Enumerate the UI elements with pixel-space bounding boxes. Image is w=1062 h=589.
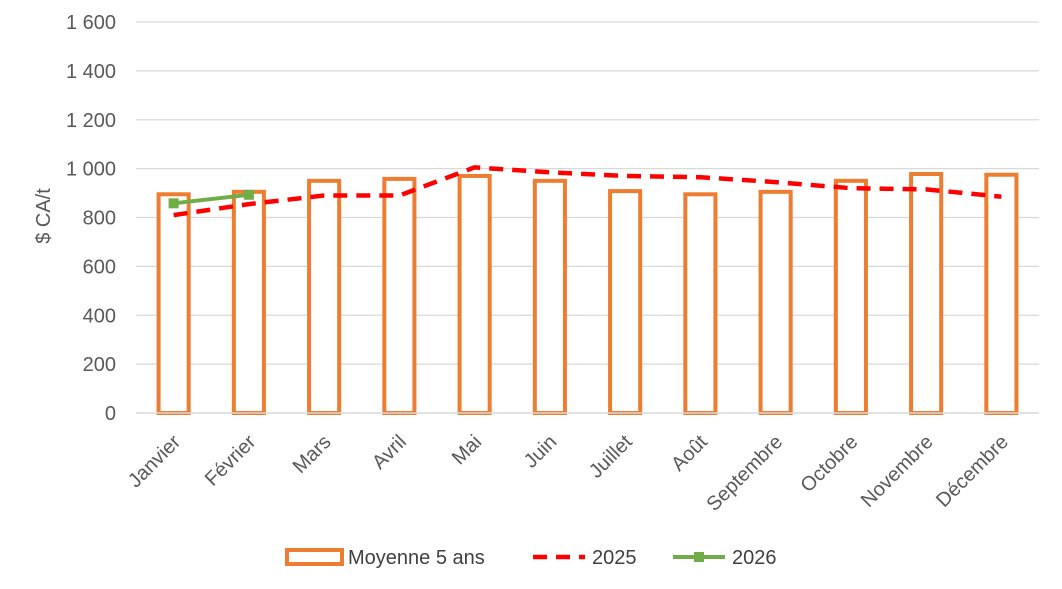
x-tick-label: Mai: [448, 431, 486, 469]
legend-swatch-marker: [694, 552, 704, 562]
bar-moyenne-5-ans: [608, 189, 643, 415]
bar-series: [156, 172, 1019, 415]
legend-label: Moyenne 5 ans: [348, 547, 485, 569]
bar-moyenne-5-ans: [532, 178, 567, 415]
x-tick-label: Février: [201, 431, 261, 491]
x-tick-label: Octobre: [797, 431, 863, 497]
x-tick-label: Novembre: [857, 431, 938, 512]
y-tick-label: 0: [105, 403, 116, 425]
gridlines: [136, 21, 1039, 365]
x-tick-label: Juillet: [585, 431, 637, 483]
bar-moyenne-5-ans: [683, 192, 718, 415]
y-tick-label: 200: [83, 354, 116, 376]
bar-moyenne-5-ans: [833, 178, 868, 415]
bar-moyenne-5-ans: [758, 189, 793, 415]
x-tick-label: Juin: [520, 431, 562, 473]
x-tick-label: Décembre: [932, 431, 1013, 512]
y-tick-label: 600: [83, 256, 116, 278]
bar-moyenne-5-ans: [457, 173, 492, 415]
bar-moyenne-5-ans: [382, 176, 417, 415]
bar-moyenne-5-ans: [909, 172, 944, 415]
y-tick-label: 800: [83, 208, 116, 230]
y-axis-title: $ CA/t: [33, 188, 55, 244]
bar-moyenne-5-ans: [156, 192, 191, 415]
y-axis-ticks: 0 200 400 600 800 1 000 1 200 1 400 1 600: [66, 12, 116, 425]
line-point-2026: [243, 189, 254, 200]
line-series-2026: [173, 192, 250, 206]
y-tick-label: 1 600: [66, 12, 116, 34]
x-tick-label: Mars: [289, 431, 336, 478]
x-axis-ticks: Janvier Février Mars Avril Mai Juin Juillet Aoû…: [124, 431, 1013, 516]
bar-moyenne-5-ans: [231, 189, 266, 415]
x-tick-label: Septembre: [702, 431, 787, 516]
y-tick-label: 1 200: [66, 110, 116, 132]
y-tick-label: 1 400: [66, 61, 116, 83]
legend: Moyenne 5 ans 2025 2026: [285, 547, 777, 569]
legend-label: 2026: [732, 547, 777, 569]
legend-swatch-bar: [285, 548, 344, 566]
line-series: [168, 165, 1002, 218]
bar-moyenne-5-ans: [307, 178, 342, 415]
x-tick-label: Janvier: [124, 431, 185, 492]
line-series-2025: [173, 165, 1002, 218]
bar-moyenne-5-ans: [984, 172, 1019, 415]
y-tick-label: 1 000: [66, 159, 116, 181]
x-tick-label: Août: [667, 431, 712, 476]
line-point-2026: [168, 198, 179, 209]
x-tick-label: Avril: [368, 431, 411, 474]
legend-label: 2025: [592, 547, 637, 569]
y-tick-label: 400: [83, 305, 116, 327]
